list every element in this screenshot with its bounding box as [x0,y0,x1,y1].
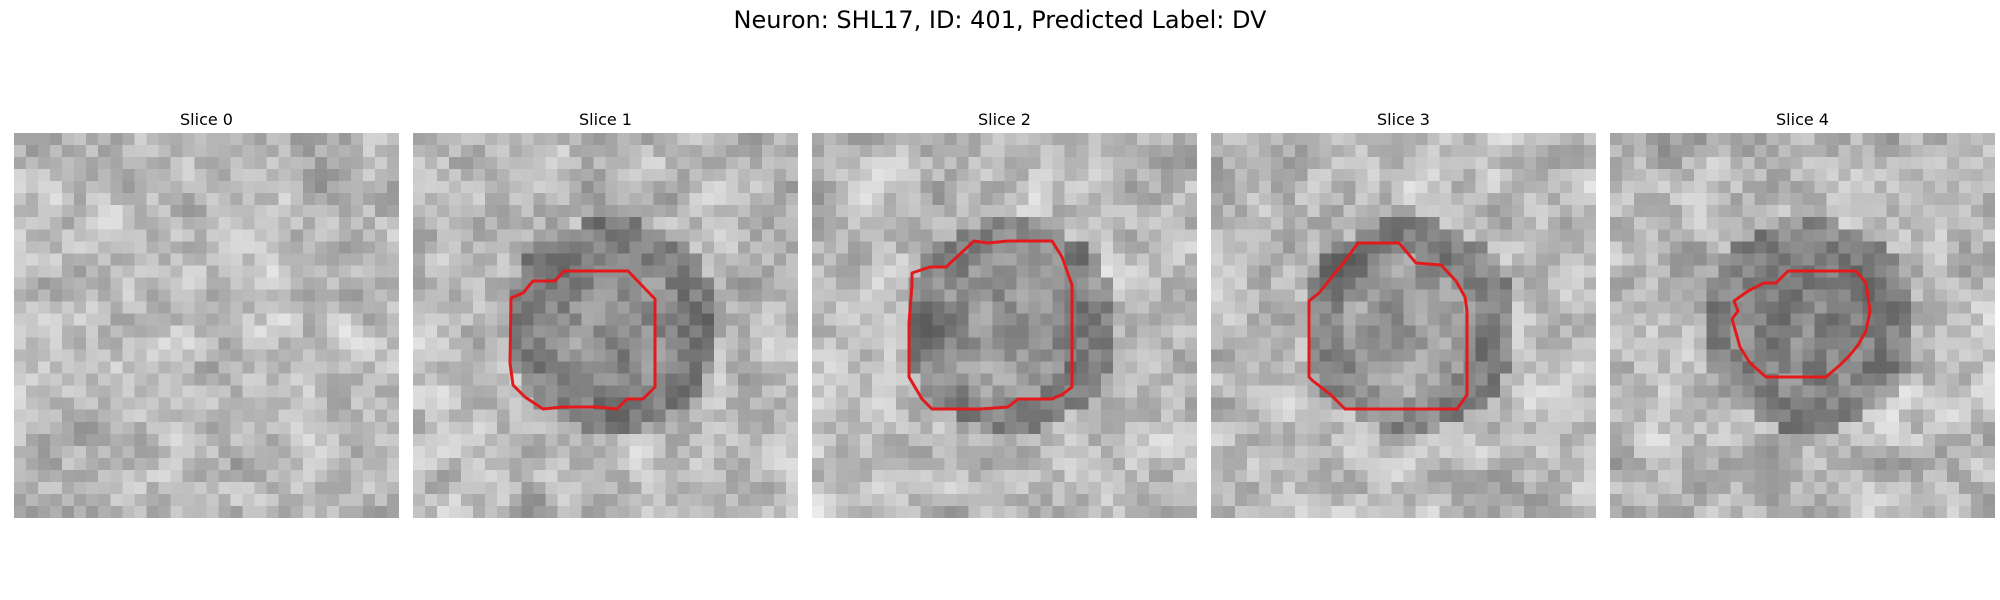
cell-contour [508,269,657,411]
figure-title: Neuron: SHL17, ID: 401, Predicted Label:… [733,6,1267,34]
slice-panel-0: Slice 0 [14,107,399,518]
cell-contour [1730,269,1872,379]
microscopy-image [1610,133,1995,518]
slice-panel-2: Slice 2 [812,107,1197,518]
slice-title: Slice 3 [1377,110,1430,129]
cell-contour [907,239,1074,411]
slice-panel-3: Slice 3 [1211,107,1596,518]
slice-panel-4: Slice 4 [1610,107,1995,518]
slice-panel-1: Slice 1 [413,107,798,518]
microscopy-image [14,133,399,518]
microscopy-image [1211,133,1596,518]
microscopy-image [812,133,1197,518]
slice-title: Slice 0 [180,110,233,129]
microscopy-image [413,133,798,518]
cell-contour [1307,241,1469,411]
slice-title: Slice 1 [579,110,632,129]
slice-title: Slice 4 [1776,110,1829,129]
slice-title: Slice 2 [978,110,1031,129]
